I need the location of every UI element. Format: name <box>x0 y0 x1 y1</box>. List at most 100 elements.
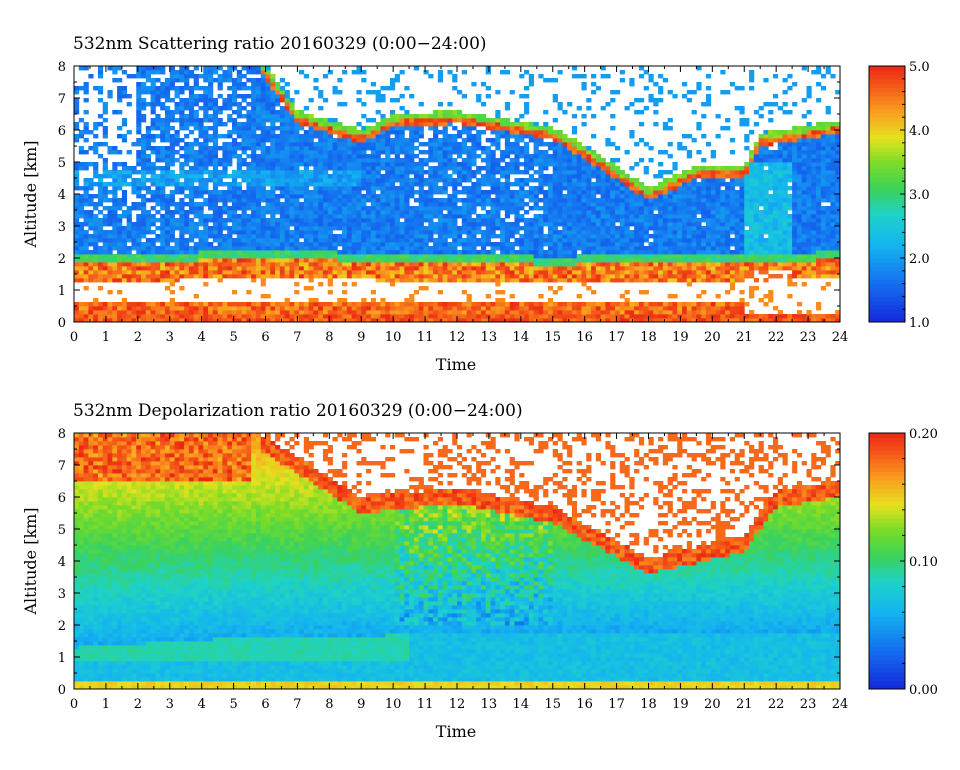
heatmap-cell <box>83 230 89 235</box>
heatmap-cell <box>279 230 286 235</box>
heatmap-cell <box>203 314 209 319</box>
heatmap-cell <box>404 262 410 267</box>
heatmap-cell <box>528 78 534 83</box>
heatmap-cell <box>260 242 266 247</box>
heatmap-cell <box>93 306 99 311</box>
heatmap-cell <box>543 130 549 135</box>
heatmap-cell <box>399 158 405 163</box>
heatmap-cell <box>562 238 568 243</box>
heatmap-cell <box>404 86 410 91</box>
heatmap-cell <box>452 210 458 215</box>
heatmap-cell <box>514 170 520 175</box>
heatmap-cell <box>275 118 281 123</box>
heatmap-cell <box>370 310 377 315</box>
heatmap-cell <box>217 222 223 227</box>
heatmap-cell <box>366 146 372 151</box>
heatmap-cell <box>188 158 195 163</box>
heatmap-cell <box>217 194 223 199</box>
heatmap-cell <box>303 74 309 79</box>
heatmap-cell <box>370 150 377 155</box>
heatmap-cell <box>399 230 405 235</box>
heatmap-cell <box>399 202 405 207</box>
heatmap-cell <box>538 154 544 159</box>
heatmap-cell <box>586 194 592 199</box>
heatmap-cell <box>409 130 415 135</box>
heatmap-cell <box>557 306 563 311</box>
heatmap-cell <box>141 182 147 187</box>
heatmap-cell <box>150 194 156 199</box>
heatmap-cell <box>203 66 209 71</box>
heatmap-cell <box>433 206 439 211</box>
heatmap-cell <box>399 126 405 131</box>
heatmap-cell <box>586 238 592 243</box>
heatmap-cell <box>480 202 487 207</box>
heatmap-cell <box>136 278 142 283</box>
heatmap-cell <box>361 214 367 219</box>
heatmap-cell <box>251 118 257 123</box>
heatmap-cell <box>112 162 118 167</box>
heatmap-cell <box>528 162 534 167</box>
heatmap-cell <box>188 234 195 239</box>
heatmap-cell <box>562 210 568 215</box>
heatmap-cell <box>241 142 247 147</box>
heatmap-cell <box>97 230 104 235</box>
heatmap-cell <box>490 182 496 187</box>
heatmap-cell <box>490 138 496 143</box>
heatmap-cell <box>289 178 295 183</box>
heatmap-cell <box>471 150 477 155</box>
heatmap-cell <box>557 302 563 307</box>
heatmap-cell <box>380 126 386 131</box>
heatmap-cell <box>394 154 400 159</box>
heatmap-cell <box>562 170 568 175</box>
heatmap-cell <box>131 170 137 175</box>
heatmap-cell <box>236 254 242 259</box>
heatmap-cell <box>208 178 214 183</box>
heatmap-cell <box>217 242 223 247</box>
heatmap-cell <box>437 318 444 323</box>
heatmap-cell <box>270 190 276 195</box>
heatmap-cell <box>198 270 204 275</box>
heatmap-cell <box>356 142 362 147</box>
heatmap-cell <box>208 206 214 211</box>
heatmap-cell <box>260 154 266 159</box>
heatmap-cell <box>380 134 386 139</box>
heatmap-cell <box>203 214 209 219</box>
heatmap-cell <box>413 154 420 159</box>
heatmap-cell <box>433 182 439 187</box>
heatmap-cell <box>356 150 362 155</box>
heatmap-cell <box>246 274 252 279</box>
heatmap-cell <box>346 242 353 247</box>
heatmap-cell <box>126 278 132 283</box>
heatmap-cell <box>289 306 295 311</box>
heatmap-cell <box>490 126 496 131</box>
heatmap-cell <box>222 106 228 111</box>
heatmap-cell <box>155 150 161 155</box>
heatmap-cell <box>389 222 396 227</box>
heatmap-cell <box>93 242 99 247</box>
heatmap-cell <box>437 102 444 107</box>
heatmap-cell <box>102 238 108 243</box>
heatmap-cell <box>471 154 477 159</box>
heatmap-cell <box>409 114 415 119</box>
heatmap-cell <box>212 110 219 115</box>
heatmap-cell <box>356 218 362 223</box>
heatmap-cell <box>222 190 228 195</box>
heatmap-cell <box>519 310 525 315</box>
heatmap-cell <box>380 298 386 303</box>
heatmap-cell <box>586 242 592 247</box>
heatmap-cell <box>361 234 367 239</box>
heatmap-cell <box>356 162 362 167</box>
heatmap-cell <box>413 146 420 151</box>
heatmap-cell <box>557 254 563 259</box>
heatmap-cell <box>155 258 161 263</box>
heatmap-cell <box>581 238 587 243</box>
heatmap-cell <box>308 114 314 119</box>
heatmap-cell <box>418 170 424 175</box>
heatmap-cell <box>236 146 242 151</box>
heatmap-cell <box>322 190 329 195</box>
heatmap-cell <box>571 66 578 71</box>
heatmap-cell <box>164 138 171 143</box>
heatmap-cell <box>251 246 257 251</box>
heatmap-cell <box>528 74 534 79</box>
heatmap-cell <box>193 174 199 179</box>
